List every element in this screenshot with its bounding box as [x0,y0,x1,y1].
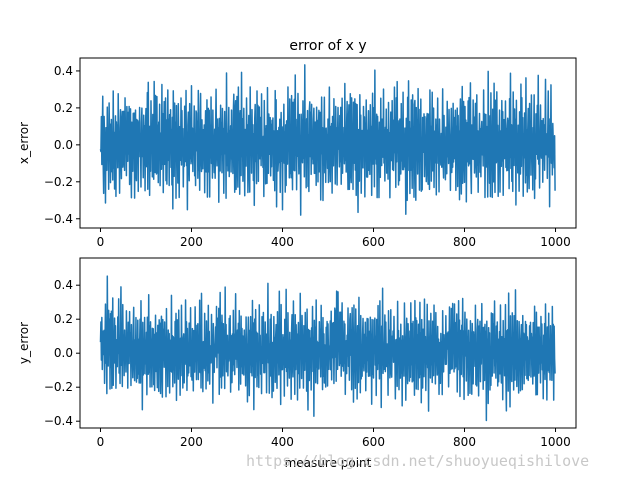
y-error-xlabel: measure point [285,456,372,470]
x-error-axes-frame [79,57,577,229]
y-error-xtick-label: 400 [271,435,294,449]
x-error-ytick-label: −0.4 [44,212,73,226]
x-error-ytick-label: 0.4 [54,64,73,78]
chart-title: error of x y [289,38,366,54]
x-error-ylabel: x_error [17,122,31,164]
y-error-ytick-label: 0.4 [54,278,73,292]
x-error-subplot: error of x y 0 200 400 600 800 1000 −0.4 −0.2 0.… [17,38,577,249]
y-error-xtick-label: 600 [362,435,385,449]
y-error-xtick-label: 200 [180,435,203,449]
x-error-ytick-label: 0.2 [54,101,73,115]
y-error-xtick-label: 800 [453,435,476,449]
y-error-subplot: 0 200 400 600 800 1000 −0.4 −0.2 0.0 0.2 0.4 y_err… [17,257,577,470]
y-error-ytick-label: −0.4 [44,414,73,428]
y-error-xtick-label: 0 [97,435,105,449]
x-error-xtick-label: 600 [362,235,385,249]
x-error-xtick-label: 0 [97,235,105,249]
y-error-ticks: 0 200 400 600 800 1000 −0.4 −0.2 0.0 0.2 0.4 [44,278,571,449]
x-error-xtick-label: 200 [180,235,203,249]
y-error-axes-frame [79,257,577,429]
y-error-plot-area [99,275,556,422]
x-error-ytick-label: 0.0 [54,138,73,152]
y-error-ylabel: y_error [17,322,31,364]
watermark-text: https://blog.csdn.net/shuoyueqishilove [246,452,589,470]
y-error-ytick-label: −0.2 [44,380,73,394]
x-error-xtick-label: 400 [271,235,294,249]
x-error-xtick-label: 800 [453,235,476,249]
y-error-ytick-label: 0.0 [54,346,73,360]
x-error-ticks: 0 200 400 600 800 1000 −0.4 −0.2 0.0 0.2 0.4 [44,64,571,249]
x-error-plot-area [99,64,556,216]
x-error-xtick-label: 1000 [540,235,571,249]
y-error-xtick-label: 1000 [540,435,571,449]
y-error-ytick-label: 0.2 [54,312,73,326]
y-error-series-line [99,275,556,422]
x-error-series-line [99,64,556,216]
x-error-ytick-label: −0.2 [44,175,73,189]
